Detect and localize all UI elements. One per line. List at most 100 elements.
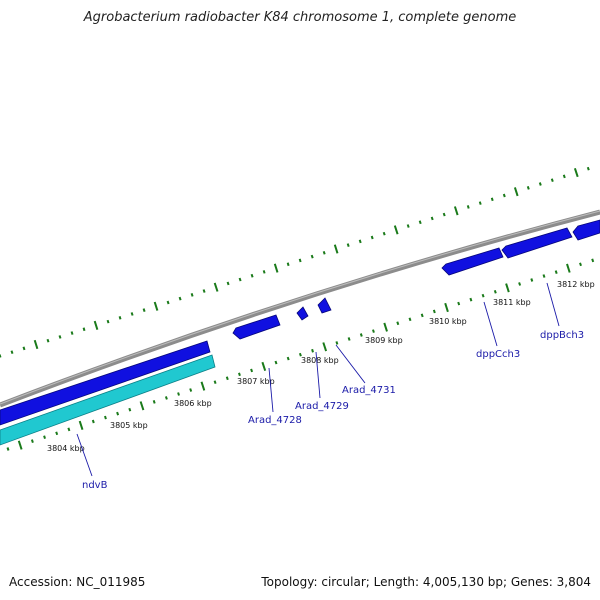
inner-tick-31 [383,322,388,332]
accession-text: Accession: NC_011985 [9,575,146,589]
inner-tick-47 [579,262,582,267]
gene-label-arad-4728[interactable]: Arad_4728 [248,415,302,426]
leader-arad-4729 [315,351,321,399]
leader-arad-4728 [268,367,274,413]
inner-tick-39 [481,293,485,298]
outer-tick-4 [46,338,50,343]
inner-tick-17 [213,380,217,385]
outer-tick-ring [0,166,590,358]
kbp-labels: 3804 kbp 3805 kbp 3806 kbp 3807 kbp 3808… [47,280,595,453]
inner-tick-23 [286,356,290,361]
outer-tick-26 [310,254,314,259]
outer-tick-31 [370,235,374,240]
outer-tick-38 [453,206,459,216]
inner-tick-1 [17,440,23,450]
inner-tick-6 [78,420,84,431]
gene-label-arad-4729[interactable]: Arad_4729 [295,401,349,412]
inner-tick-18 [225,376,229,381]
genome-title: Agrobacterium radiobacter K84 chromosome… [83,10,517,25]
outer-tick-7 [82,327,86,332]
gene-label-arad-4731[interactable]: Arad_4731 [342,385,396,396]
outer-tick-3 [33,339,39,350]
outer-tick-13 [153,301,159,311]
gene-arad-4731-block[interactable] [317,297,332,314]
inner-tick-14 [177,392,180,396]
outer-tick-33 [393,225,399,235]
inner-tick-42 [518,282,522,286]
inner-tick-30 [372,329,375,333]
inner-tick-27 [335,341,339,345]
gene-arad-4728-block[interactable] [232,314,281,340]
gene-dppBch3-block[interactable] [501,227,573,259]
outer-tick-15 [178,296,182,301]
kbp-label-3806: 3806 kbp [174,399,212,408]
gene-ndvB-block[interactable] [0,340,211,426]
gene-label-dppBch3[interactable]: dppBch3 [540,330,584,341]
inner-tick-8 [104,415,107,420]
outer-tick-27 [322,250,326,255]
outer-tick-20 [238,277,242,282]
genome-backbone-highlight [0,210,600,405]
inner-tick-38 [469,297,473,302]
kbp-label-3807: 3807 kbp [237,377,275,386]
inner-tick-24 [298,352,302,357]
genome-summary-text: Topology: circular; Length: 4,005,130 bp… [261,575,591,589]
inner-tick-22 [274,360,278,365]
kbp-label-3804: 3804 kbp [47,444,85,453]
inner-tick-36 [444,302,449,313]
inner-tick-21 [261,361,267,372]
inner-tick-41 [505,283,510,293]
outer-tick-8 [93,320,99,330]
outer-tick-6 [70,331,74,335]
kbp-label-3809: 3809 kbp [365,336,403,345]
inner-tick-48 [591,258,595,263]
inner-tick-11 [139,401,145,411]
gene-leader-lines [76,282,560,477]
inner-tick-34 [420,313,424,318]
leader-dppCch3 [483,301,498,347]
inner-tick-19 [238,372,241,377]
gene-dppCch3-block[interactable] [441,247,504,276]
inner-tick-2 [30,439,34,444]
outer-tick-45 [538,182,542,186]
outer-tick-48 [573,167,579,178]
kbp-label-3812: 3812 kbp [557,280,595,289]
inner-tick-26 [322,342,328,352]
kbp-label-3811: 3811 kbp [493,298,531,307]
outer-tick-9 [106,319,110,324]
inner-tick-ring [6,258,595,451]
outer-tick-47 [562,174,566,179]
outer-tick-49 [586,166,590,171]
outer-tick-11 [130,312,134,316]
outer-tick-12 [142,308,146,313]
outer-tick-16 [190,292,194,297]
kbp-label-3805: 3805 kbp [110,421,148,430]
inner-tick-15 [189,388,193,392]
leader-ndvB [76,433,93,477]
outer-tick-43 [513,187,519,197]
inner-tick-46 [566,263,571,273]
gene-arad-4729-block[interactable] [296,306,309,321]
outer-tick-18 [213,282,219,292]
outer-tick-35 [418,220,422,225]
outer-tick-41 [490,197,494,202]
outer-tick-25 [298,258,302,263]
inner-tick-4 [55,431,59,436]
inner-tick-7 [91,419,95,424]
outer-tick-36 [430,216,434,221]
gene-label-dppCch3[interactable]: dppCch3 [476,349,520,360]
gene-label-ndvB[interactable]: ndvB [82,480,108,491]
inner-tick-9 [116,411,120,416]
outer-tick-5 [58,335,62,339]
outer-tick-32 [382,231,386,236]
inner-tick-3 [43,435,46,439]
inner-tick-29 [359,333,363,337]
inner-tick-25 [311,348,314,353]
outer-tick-39 [466,205,470,209]
inner-tick-5 [67,427,71,432]
gene-next-block[interactable] [572,219,600,241]
forward-strand-genes [0,219,600,426]
gene-labels: ndvB Arad_4728 Arad_4729 Arad_4731 dppCc… [82,330,584,491]
gene-ndvB-reverse-block[interactable] [0,354,216,446]
